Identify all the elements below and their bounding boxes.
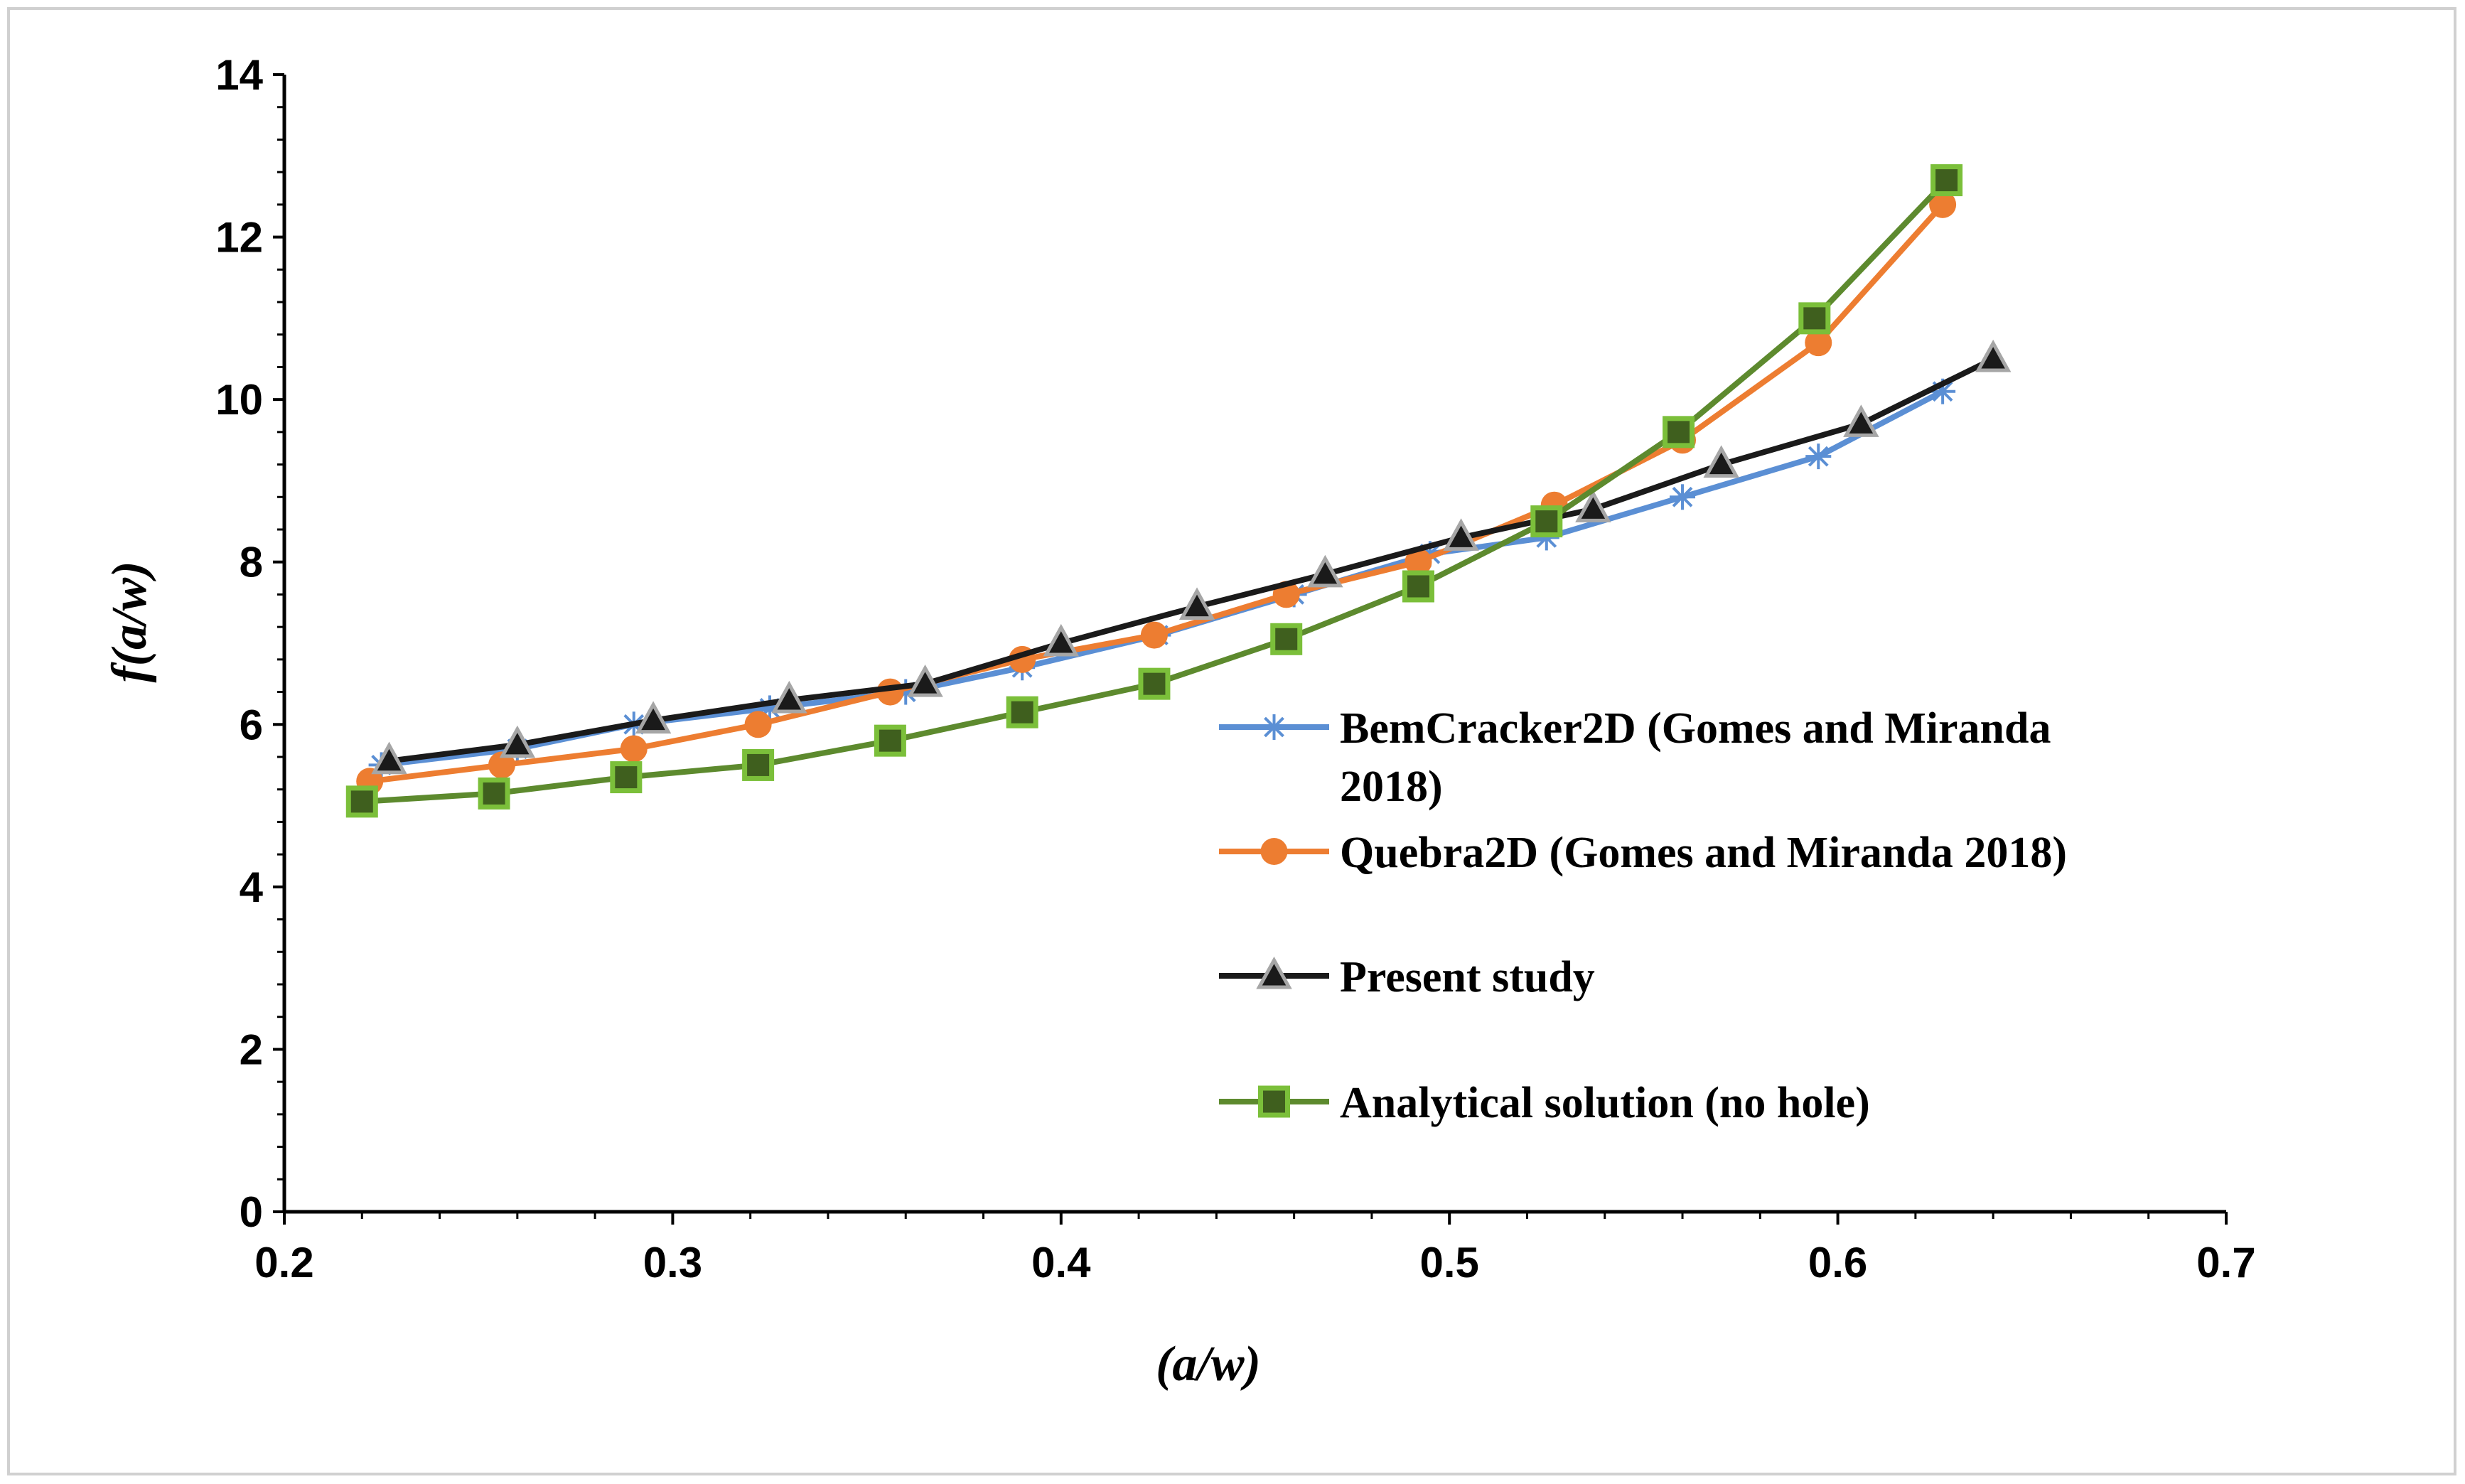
legend-item-1: BemCracker2D (Gomes and Miranda 2018) (1219, 704, 2051, 811)
y-tick-label: 2 (240, 1026, 263, 1073)
y-tick-label: 6 (240, 701, 263, 748)
data-point (1530, 505, 1563, 538)
y-tick-label: 12 (215, 214, 263, 262)
series-3 (371, 339, 2012, 775)
legend-item-2: Quebra2D (Gomes and Miranda 2018) (1219, 829, 2067, 877)
legend-marker (1260, 838, 1288, 865)
x-tick-label: 0.5 (1419, 1239, 1478, 1286)
data-point (1930, 164, 1963, 197)
y-axis-title: f(a/w) (102, 561, 157, 682)
data-point (874, 724, 906, 757)
data-point (345, 785, 378, 818)
series-layer (345, 164, 2012, 818)
x-axis-title: (a/w) (1156, 1337, 1261, 1392)
x-tick-label: 0.3 (643, 1239, 702, 1286)
data-point (371, 741, 407, 775)
data-point (1975, 339, 2012, 372)
legend-item-4: Analytical solution (no hole) (1219, 1079, 1870, 1127)
data-point (1402, 570, 1434, 603)
data-point (478, 777, 510, 810)
data-point (1805, 443, 1832, 470)
legend-label: BemCracker2D (Gomes and Miranda (1340, 704, 2051, 753)
data-point (1405, 548, 1432, 576)
data-point (610, 761, 643, 794)
y-tick-label: 8 (240, 539, 263, 586)
data-point (1843, 404, 1879, 437)
data-point (907, 664, 943, 697)
data-point (488, 751, 515, 779)
data-point (1798, 302, 1831, 335)
data-point (499, 725, 536, 758)
x-tick-label: 0.7 (2196, 1239, 2255, 1286)
legend-label: Present study (1340, 953, 1595, 1001)
chart-frame (7, 7, 2456, 1475)
data-point (635, 701, 672, 734)
data-point (1929, 190, 1957, 218)
series-4 (345, 164, 1963, 818)
x-tick-label: 0.4 (1031, 1239, 1091, 1286)
data-point (771, 680, 807, 714)
data-point (1703, 445, 1739, 478)
axes: 0 2 4 6 8 10 12 14 0.2 0.3 0.4 0.5 0.6 0.7 (215, 51, 2255, 1286)
x-tick-label: 0.2 (254, 1239, 313, 1286)
legend-marker (1256, 956, 1292, 989)
data-point (620, 735, 648, 763)
legend-item-3: Present study (1219, 953, 1595, 1001)
y-tick-label: 14 (215, 51, 263, 99)
legend-marker (1261, 714, 1287, 740)
x-tick-label: 0.6 (1808, 1239, 1867, 1286)
legend: BemCracker2D (Gomes and Miranda 2018) Queb… (1219, 704, 2067, 1127)
legend-label: Quebra2D (Gomes and Miranda 2018) (1340, 829, 2067, 877)
data-point (1443, 518, 1479, 551)
data-point (1006, 696, 1038, 728)
series-line (386, 356, 1997, 764)
data-point (1575, 490, 1611, 522)
data-point (1270, 623, 1303, 655)
data-point (1805, 329, 1832, 357)
data-point (1140, 621, 1168, 649)
legend-marker (1258, 1085, 1290, 1118)
data-point (1138, 667, 1171, 700)
y-tick-label: 0 (240, 1188, 263, 1236)
data-point (1043, 623, 1080, 657)
data-point (742, 748, 775, 781)
y-tick-label: 4 (240, 864, 264, 911)
legend-label: 2018) (1340, 763, 1443, 811)
data-point (1178, 587, 1215, 620)
data-point (1670, 484, 1696, 510)
data-point (744, 711, 772, 738)
data-point (1663, 416, 1695, 448)
legend-label: Analytical solution (no hole) (1340, 1079, 1870, 1127)
y-tick-label: 10 (215, 376, 263, 424)
data-point (1307, 554, 1343, 588)
